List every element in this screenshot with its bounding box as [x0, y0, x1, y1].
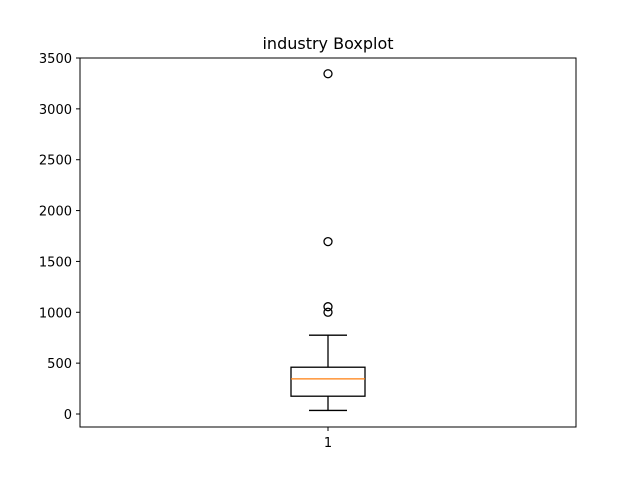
- y-tick-label: 1500: [39, 255, 72, 270]
- outlier-point: [323, 69, 333, 79]
- y-tick-label: 1000: [39, 306, 72, 321]
- x-tick-label: 1: [324, 436, 332, 451]
- y-tick-label: 3500: [39, 52, 72, 67]
- y-tick-label: 0: [64, 408, 72, 423]
- y-tick-label: 2500: [39, 154, 72, 169]
- y-tick-label: 2000: [39, 205, 72, 220]
- outlier-point: [323, 302, 333, 312]
- outlier-point: [323, 236, 333, 247]
- y-tick-label: 500: [47, 357, 72, 372]
- chart-title: industry Boxplot: [262, 34, 393, 53]
- outlier-point: [323, 307, 333, 317]
- y-tick-label: 3000: [39, 103, 72, 118]
- plot-area-frame: [79, 57, 577, 428]
- interquartile-box: [290, 366, 366, 397]
